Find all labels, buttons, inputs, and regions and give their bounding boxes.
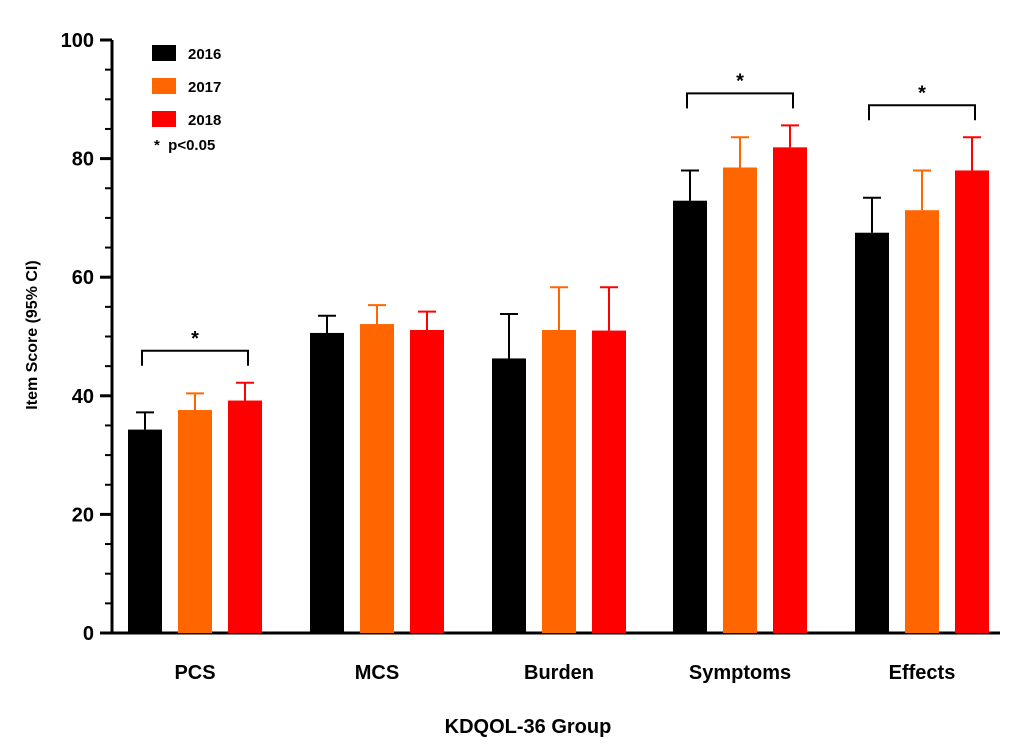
bar-2016-mcs [310, 332, 344, 633]
y-tick-label: 80 [72, 149, 94, 171]
sig-star-pcs: * [191, 328, 199, 350]
x-tick-label-symptoms: Symptoms [689, 662, 791, 684]
x-tick-label-effects: Effects [889, 662, 956, 684]
x-tick-label-burden: Burden [524, 662, 594, 684]
bar-2016-symptoms [673, 200, 707, 633]
sig-bracket-effects [868, 104, 976, 121]
legend-swatch-2016 [152, 45, 176, 61]
y-tick-label: 40 [72, 386, 94, 408]
legend-label-2017: 2017 [188, 79, 221, 96]
bar-2018-pcs [228, 400, 262, 633]
bar-2017-mcs [360, 324, 394, 633]
sig-bracket-pcs [141, 349, 249, 366]
bars [128, 147, 989, 634]
bar-2018-mcs [410, 329, 444, 633]
bar-2018-burden [592, 330, 626, 633]
bar-2016-effects [855, 232, 889, 633]
y-tick-label: 60 [72, 267, 94, 289]
bar-2017-symptoms [723, 167, 757, 633]
sig-star-effects: * [918, 82, 926, 104]
error-bars [136, 124, 981, 430]
y-axis: 0 20 40 60 80 100 [61, 30, 114, 645]
sig-bracket-symptoms [686, 92, 794, 109]
legend-swatch-2018 [152, 111, 176, 127]
legend: 2016 2017 2018 * p<0.05 [152, 45, 221, 154]
sig-star-symptoms: * [736, 70, 744, 92]
bar-2017-burden [542, 329, 576, 633]
legend-label-2016: 2016 [188, 46, 221, 63]
y-tick-label: 100 [61, 30, 94, 52]
x-axis: PCS MCS Burden Symptoms Effects [110, 631, 1000, 684]
x-tick-label-pcs: PCS [174, 662, 215, 684]
bar-2018-effects [955, 170, 989, 633]
x-axis-title: KDQOL-36 Group [445, 716, 612, 738]
y-axis-title: Item Score (95% CI) [24, 260, 41, 409]
y-tick-label: 0 [83, 623, 94, 645]
x-tick-label-mcs: MCS [355, 662, 399, 684]
bar-2016-burden [492, 358, 526, 633]
significance-brackets: * * * [141, 70, 976, 366]
bar-2016-pcs [128, 429, 162, 633]
bar-2017-pcs [178, 410, 212, 633]
legend-label-2018: 2018 [188, 112, 221, 129]
y-tick-label: 20 [72, 504, 94, 526]
legend-swatch-2017 [152, 78, 176, 94]
bar-2017-effects [905, 210, 939, 634]
legend-note: * p<0.05 [154, 137, 215, 154]
bar-2018-symptoms [773, 147, 807, 633]
